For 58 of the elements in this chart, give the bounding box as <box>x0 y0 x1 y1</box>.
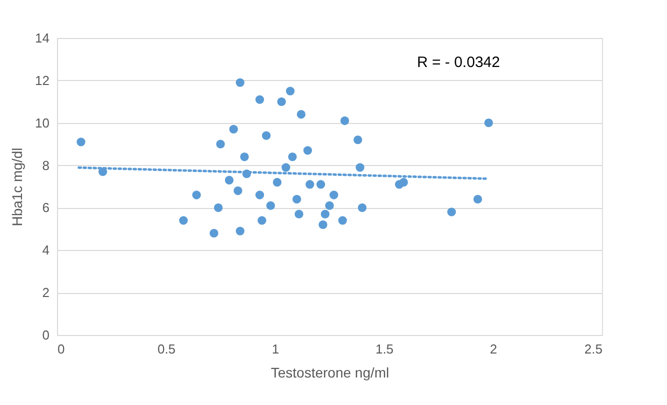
point <box>76 138 86 146</box>
point <box>473 194 482 204</box>
point <box>234 186 242 196</box>
point <box>282 163 290 172</box>
point <box>179 216 188 225</box>
point <box>399 178 408 187</box>
annotation: R = - 0.0342 <box>417 54 500 71</box>
point <box>303 146 312 155</box>
point <box>240 152 249 162</box>
x-axis-title: Testosterone ng/ml <box>270 364 390 380</box>
point <box>330 190 338 200</box>
point <box>224 176 234 184</box>
x-tick-label: 0.5 <box>157 342 176 356</box>
point <box>325 201 334 210</box>
x-tick-label: 1.5 <box>375 342 394 356</box>
y-tick-label: 6 <box>42 200 50 216</box>
point <box>358 203 367 212</box>
point <box>236 226 244 236</box>
y-tick-label: 2 <box>42 285 50 300</box>
point <box>292 194 302 204</box>
point <box>214 203 223 212</box>
point <box>255 190 264 200</box>
point <box>277 97 286 106</box>
point <box>216 140 225 148</box>
point <box>266 201 275 210</box>
y-axis-title: Hba1c mg/dl <box>9 148 26 226</box>
point <box>192 190 201 200</box>
point <box>447 208 456 216</box>
point <box>286 86 295 96</box>
point <box>316 180 326 189</box>
point <box>229 124 238 134</box>
y-tick-label: 14 <box>35 30 50 46</box>
point <box>356 163 364 172</box>
point <box>320 210 330 218</box>
point <box>236 78 244 87</box>
x-tick-label: 0 <box>58 342 65 356</box>
y-tick-label: 0 <box>42 328 50 342</box>
point <box>318 220 328 230</box>
point <box>294 210 304 218</box>
point <box>338 216 347 225</box>
point <box>288 152 297 162</box>
point <box>484 118 493 128</box>
y-tick-label: 10 <box>35 115 50 130</box>
point <box>255 95 264 104</box>
point <box>258 216 266 225</box>
point <box>340 116 350 126</box>
x-tick-label: 1 <box>272 342 280 356</box>
point <box>296 110 306 119</box>
x-tick-label: 2.5 <box>584 342 602 356</box>
x-tick-label: 2 <box>490 342 498 356</box>
point <box>306 180 314 189</box>
point <box>272 178 282 187</box>
point <box>262 131 271 140</box>
y-tick-label: 4 <box>42 242 50 258</box>
y-tick-label: 8 <box>42 158 50 173</box>
y-tick-label: 12 <box>35 72 50 88</box>
point <box>210 228 218 238</box>
point <box>354 136 362 144</box>
